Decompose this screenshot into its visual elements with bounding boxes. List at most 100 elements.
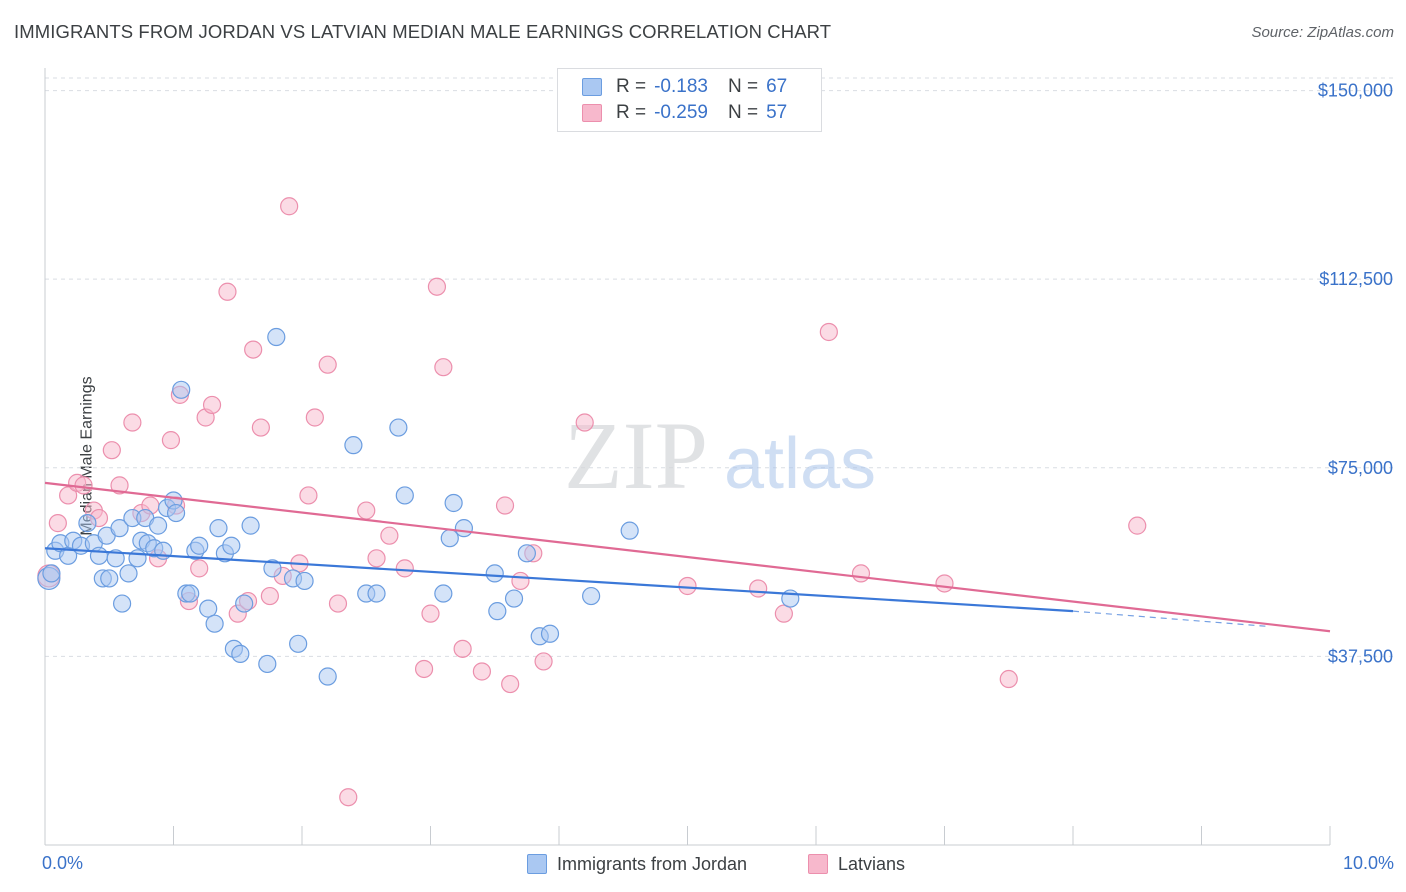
latvians-point [74,476,93,495]
legend-r-label: R = [616,76,647,97]
latvians-point [935,574,954,593]
latvians-point [59,486,78,505]
legend-row-jordan: R = -0.183 N = 67 [582,75,787,99]
latvians-point [190,559,209,578]
latvians-point [511,571,530,591]
legend-swatch-pink [582,104,602,122]
y-tick-label: $112,500 [1319,269,1393,289]
jordan-point [205,614,224,633]
jordan-point [620,521,639,540]
latvians-point [421,604,440,623]
jordan-point [110,519,129,538]
jordan-point [488,602,507,621]
watermark: ZIP atlas [564,402,876,509]
jordan-point [267,327,286,347]
jordan-point [582,586,601,606]
latvians-point [501,674,520,694]
jordan-point [263,559,282,578]
latvians-point [749,579,768,598]
latvians-point [202,395,222,415]
source-label: Source: ZipAtlas.com [1251,24,1394,41]
bottom-legend-latvians: Latvians [808,852,905,876]
latvians-point [999,669,1018,689]
latvians-point [251,418,270,437]
jordan-point [181,584,200,603]
latvians-point [395,559,414,578]
latvians-point [299,486,318,505]
x-tick-label: 0.0% [42,853,83,873]
jordan-point [444,493,463,513]
jordan-point [166,503,186,523]
jordan-point [209,519,228,538]
jordan-point [485,564,504,583]
latvians-point [161,431,181,450]
latvians-point [260,586,279,606]
jordan-point [112,594,132,613]
latvians-point [357,501,376,520]
jordan-point [231,644,250,663]
latvians-point [414,659,434,679]
bottom-legend-swatch-blue [527,854,547,874]
latvians-point [110,476,129,495]
latvians-point [218,282,237,301]
chart-title: IMMIGRANTS FROM JORDAN VS LATVIAN MEDIAN… [14,21,832,42]
latvians-point [427,277,447,296]
y-tick-label: $75,000 [1328,458,1393,478]
data-points [37,197,1147,807]
latvians-point [48,514,67,533]
latvians-point [495,496,515,515]
latvians-point [678,576,697,596]
jordan-point [100,569,119,588]
jordan-point [440,529,459,548]
jordan-point [128,549,147,568]
jordan-point [235,594,254,613]
jordan-point [389,418,408,437]
jordan-point [434,584,453,603]
latvians-point [318,355,337,374]
bottom-legend-label: Latvians [838,853,906,874]
bottom-legend-jordan: Immigrants from Jordan [527,852,747,876]
jordan-point [199,599,218,618]
grid-lines [45,77,1395,657]
jordan-point [295,571,314,591]
legend-n-label: N = [727,76,759,97]
latvians-point [472,662,491,681]
jordan-point [367,584,386,603]
jordan-point [172,380,191,399]
latvians-point [305,408,324,427]
jordan-point [504,589,524,608]
legend-n-label: N = [727,102,759,123]
latvians-point [819,322,838,342]
jordan-point [241,516,260,535]
latvians-trend-line [44,481,1331,633]
legend-r-label: R = [616,102,647,123]
y-tick-label: $150,000 [1318,81,1393,101]
latvians-point [102,441,121,460]
jordan-point [540,624,560,643]
latvians-point [244,340,263,359]
bottom-legend-label: Immigrants from Jordan [557,853,748,874]
legend-swatch-blue [582,78,602,96]
latvians-point [328,594,348,613]
jordan-point [89,546,109,565]
jordan-point [318,667,337,686]
latvians-point [367,549,386,568]
jordan-point [344,436,363,455]
jordan-point [42,564,61,583]
watermark-atlas: atlas [724,424,876,504]
latvians-point [123,413,142,432]
correlation-legend: R = -0.183 N = 67 R = -0.259 N = 57 [557,68,822,132]
jordan-point [258,654,277,674]
legend-r-value: -0.183 [654,76,708,97]
axes [44,68,1331,846]
latvians-point [575,413,594,432]
trend-lines [44,481,1331,633]
latvians-point [534,652,553,671]
legend-row-latvians: R = -0.259 N = 57 [582,101,787,125]
jordan-point [190,536,209,555]
jordan-point [148,516,168,535]
jordan-point [222,536,241,555]
jordan-point [78,514,97,533]
latvians-point [851,564,871,583]
